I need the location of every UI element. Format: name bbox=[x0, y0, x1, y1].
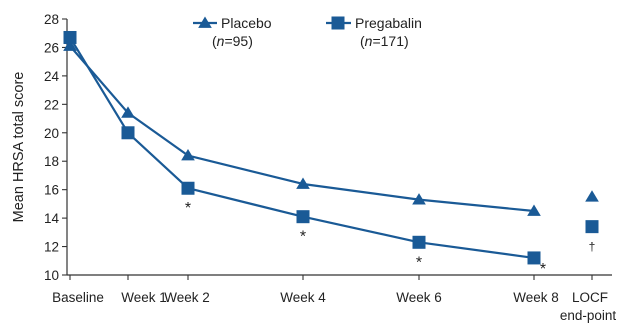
placebo-marker bbox=[585, 190, 599, 202]
significance-annotations: * * * * † bbox=[185, 200, 595, 278]
legend-placebo-n: (n=95) bbox=[212, 33, 253, 49]
y-tick-label: 10 bbox=[44, 268, 59, 283]
pregabalin-marker bbox=[527, 251, 541, 265]
legend-pregabalin-marker bbox=[331, 16, 345, 30]
series-markers bbox=[63, 30, 599, 265]
pregabalin-marker bbox=[121, 126, 135, 140]
pregabalin-marker bbox=[63, 30, 77, 44]
pregabalin-marker bbox=[412, 235, 426, 249]
y-tick-label: 20 bbox=[44, 126, 59, 141]
series-lines bbox=[69, 36, 535, 260]
placebo-marker bbox=[63, 39, 77, 51]
placebo-marker bbox=[527, 204, 541, 216]
legend-placebo-marker bbox=[198, 16, 212, 28]
significance-marker: * bbox=[300, 229, 306, 246]
axes bbox=[66, 19, 612, 276]
legend-pregabalin-name: Pregabalin bbox=[355, 15, 422, 31]
y-axis-ticks: 10 12 14 16 18 20 22 24 26 28 bbox=[44, 12, 67, 283]
pregabalin-line bbox=[69, 36, 535, 260]
x-tick-label: end-point bbox=[560, 308, 617, 323]
legend: Placebo (n=95) Pregabalin (n=171) bbox=[193, 15, 422, 49]
y-tick-label: 22 bbox=[44, 97, 59, 112]
x-tick-label: LOCF bbox=[572, 290, 608, 305]
significance-marker: † bbox=[589, 240, 596, 254]
placebo-marker bbox=[121, 106, 135, 118]
y-tick-label: 16 bbox=[44, 183, 59, 198]
significance-marker: * bbox=[540, 261, 546, 278]
y-axis-title: Mean HRSA total score bbox=[11, 72, 27, 223]
x-tick-label: Week 4 bbox=[280, 290, 326, 305]
x-tick-label: Week 1 bbox=[121, 290, 167, 305]
legend-pregabalin-n: (n=171) bbox=[360, 33, 409, 49]
y-tick-label: 24 bbox=[44, 69, 60, 84]
y-tick-label: 14 bbox=[44, 211, 60, 226]
x-tick-label: Week 2 bbox=[164, 290, 210, 305]
significance-marker: * bbox=[185, 200, 191, 217]
pregabalin-marker bbox=[585, 220, 599, 234]
placebo-marker bbox=[181, 149, 195, 161]
x-tick-label: Baseline bbox=[52, 290, 104, 305]
significance-marker: * bbox=[416, 254, 422, 271]
legend-placebo-name: Placebo bbox=[221, 15, 272, 31]
placebo-marker bbox=[412, 193, 426, 205]
y-tick-label: 26 bbox=[44, 40, 59, 55]
pregabalin-marker bbox=[296, 210, 310, 224]
y-tick-label: 18 bbox=[44, 154, 59, 169]
pregabalin-marker bbox=[181, 181, 195, 195]
placebo-line bbox=[69, 45, 535, 213]
y-tick-label: 12 bbox=[44, 240, 59, 255]
x-tick-label: Week 6 bbox=[396, 290, 442, 305]
x-tick-label: Week 8 bbox=[513, 290, 559, 305]
placebo-marker bbox=[296, 177, 310, 189]
y-tick-label: 28 bbox=[44, 12, 59, 27]
